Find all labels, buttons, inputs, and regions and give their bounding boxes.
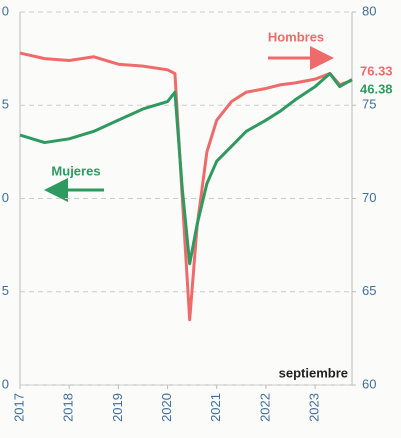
value-label: 76.33 <box>360 63 393 78</box>
y2-tick-label: 65 <box>362 283 376 298</box>
y2-tick-label: 60 <box>362 376 376 391</box>
annotation: Hombres <box>268 29 324 44</box>
y2-tick-label: 75 <box>362 97 376 112</box>
x-tick-label: 2021 <box>208 393 223 422</box>
y-tick-label: 0 <box>2 3 9 18</box>
annotation: Mujeres <box>51 163 100 178</box>
x-tick-label: 2017 <box>11 393 26 422</box>
line <box>19 51 353 322</box>
x-tick-label: 2018 <box>61 393 76 422</box>
annotation: septiembre <box>279 365 348 380</box>
y2-tick-label: 70 <box>362 190 376 205</box>
x-tick-label: 2020 <box>159 393 174 422</box>
y2-tick-label: 80 <box>362 3 376 18</box>
y-tick-label: 5 <box>2 283 9 298</box>
y-tick-label: 0 <box>2 190 9 205</box>
x-tick-label: 2019 <box>110 393 125 422</box>
value-label: 46.38 <box>360 81 393 96</box>
y-tick-label: 0 <box>2 376 9 391</box>
x-tick-label: 2022 <box>257 393 272 422</box>
y-tick-label: 5 <box>2 97 9 112</box>
line <box>19 72 353 266</box>
x-tick-label: 2023 <box>307 393 322 422</box>
